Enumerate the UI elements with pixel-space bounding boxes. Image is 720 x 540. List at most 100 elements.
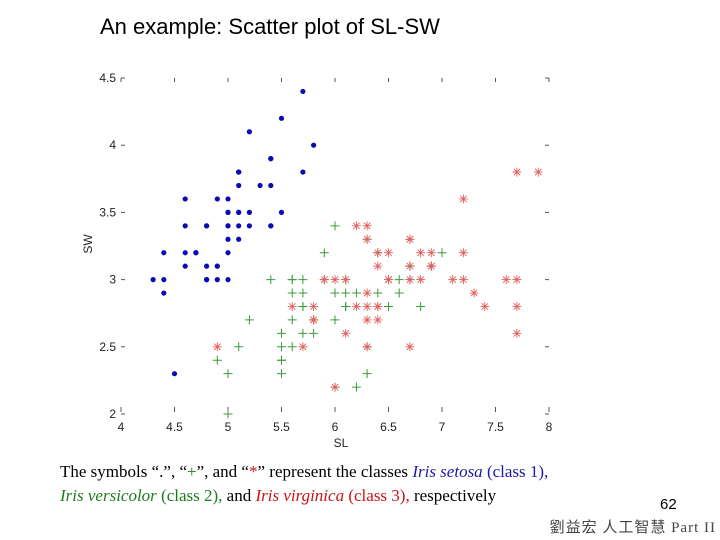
data-point-virginica	[469, 288, 479, 298]
data-point-virginica	[533, 167, 543, 177]
data-point-setosa	[278, 115, 285, 121]
x-tick-label: 6.5	[380, 420, 397, 434]
data-point-versicolor	[277, 369, 286, 379]
data-point-setosa	[236, 236, 242, 242]
data-point-versicolor	[244, 315, 254, 325]
data-point-versicolor	[351, 382, 361, 392]
data-point-virginica	[405, 261, 415, 271]
y-tick-label: 4.5	[99, 71, 116, 85]
caption-segment: (class 1),	[482, 462, 549, 481]
data-point-setosa	[161, 277, 167, 283]
data-point-versicolor	[394, 275, 404, 285]
caption-segment: The symbols “.”, “	[60, 462, 187, 481]
data-point-virginica	[287, 301, 297, 311]
data-point-setosa	[214, 263, 220, 269]
data-point-versicolor	[362, 369, 372, 379]
data-point-setosa	[268, 223, 274, 229]
data-point-virginica	[501, 275, 511, 285]
data-point-virginica	[405, 275, 415, 285]
data-point-virginica	[351, 301, 361, 311]
data-point-versicolor	[298, 328, 308, 338]
data-point-setosa	[161, 250, 167, 256]
data-point-virginica	[384, 248, 393, 258]
caption-segment: *	[248, 462, 258, 481]
data-point-setosa	[278, 209, 285, 215]
data-point-setosa	[246, 223, 252, 229]
data-point-versicolor	[287, 288, 297, 298]
data-point-virginica	[373, 301, 383, 311]
data-point-virginica	[362, 234, 372, 244]
data-point-setosa	[300, 169, 306, 175]
data-point-versicolor	[319, 248, 329, 258]
data-point-versicolor	[341, 288, 351, 298]
x-tick-label: 8	[546, 420, 553, 434]
data-point-setosa	[236, 223, 242, 229]
y-tick-label: 3.5	[99, 205, 116, 219]
data-point-virginica	[298, 342, 308, 352]
data-point-virginica	[512, 167, 522, 177]
data-point-versicolor	[330, 221, 340, 231]
data-point-versicolor	[416, 301, 426, 311]
data-point-virginica	[405, 234, 415, 244]
caption-segment: +	[187, 462, 197, 481]
data-point-setosa	[204, 263, 210, 269]
data-point-virginica	[512, 275, 522, 285]
data-point-versicolor	[266, 275, 276, 285]
data-point-virginica	[330, 382, 340, 392]
data-point-versicolor	[330, 315, 340, 325]
data-point-virginica	[458, 194, 468, 204]
data-point-versicolor	[298, 301, 308, 311]
x-tick-label: 7.5	[487, 420, 504, 434]
data-point-versicolor	[223, 409, 233, 419]
data-point-versicolor	[373, 288, 383, 298]
data-point-setosa	[171, 371, 178, 377]
caption: The symbols “.”, “+”, and “*” represent …	[60, 460, 548, 508]
caption-segment: Iris virginica	[255, 486, 345, 505]
data-point-versicolor	[277, 355, 286, 365]
data-point-virginica	[384, 275, 393, 285]
caption-segment: (class 3),	[344, 486, 410, 505]
data-point-setosa	[225, 223, 231, 229]
data-point-virginica	[351, 221, 361, 231]
data-point-versicolor	[437, 248, 447, 258]
page-number: 62	[660, 496, 677, 513]
data-point-versicolor	[287, 275, 297, 285]
data-point-setosa	[182, 250, 188, 256]
data-point-versicolor	[277, 342, 286, 352]
caption-segment: and	[222, 486, 256, 505]
data-point-virginica	[373, 261, 383, 271]
data-point-setosa	[225, 236, 231, 242]
data-point-versicolor	[234, 342, 244, 352]
data-point-virginica	[330, 275, 340, 285]
caption-segment: (class 2),	[156, 486, 223, 505]
data-point-setosa	[214, 196, 220, 202]
y-tick-label: 3	[109, 273, 116, 287]
data-point-virginica	[373, 248, 383, 258]
data-point-virginica	[426, 261, 436, 271]
data-point-setosa	[246, 129, 252, 135]
data-point-virginica	[362, 301, 372, 311]
data-point-virginica	[362, 342, 372, 352]
data-point-versicolor	[384, 301, 393, 311]
data-point-setosa	[236, 182, 242, 189]
data-point-versicolor	[223, 369, 233, 379]
data-point-setosa	[225, 209, 231, 215]
caption-segment: ”, and “	[196, 462, 249, 481]
data-point-setosa	[300, 88, 306, 95]
data-point-virginica	[416, 275, 426, 285]
data-point-versicolor	[212, 355, 222, 365]
y-axis-label: SW	[81, 234, 95, 254]
data-point-versicolor	[341, 301, 351, 311]
data-point-setosa	[311, 142, 317, 148]
x-tick-label: 7	[439, 420, 446, 434]
data-point-virginica	[480, 301, 490, 311]
data-point-versicolor	[298, 288, 308, 298]
data-point-versicolor	[298, 275, 308, 285]
data-point-setosa	[182, 196, 188, 202]
x-tick-label: 5	[225, 420, 232, 434]
data-point-setosa	[182, 223, 188, 229]
data-point-versicolor	[351, 288, 361, 298]
caption-segment: Iris versicolor	[60, 486, 157, 505]
data-point-setosa	[225, 196, 231, 202]
data-point-setosa	[268, 182, 274, 189]
